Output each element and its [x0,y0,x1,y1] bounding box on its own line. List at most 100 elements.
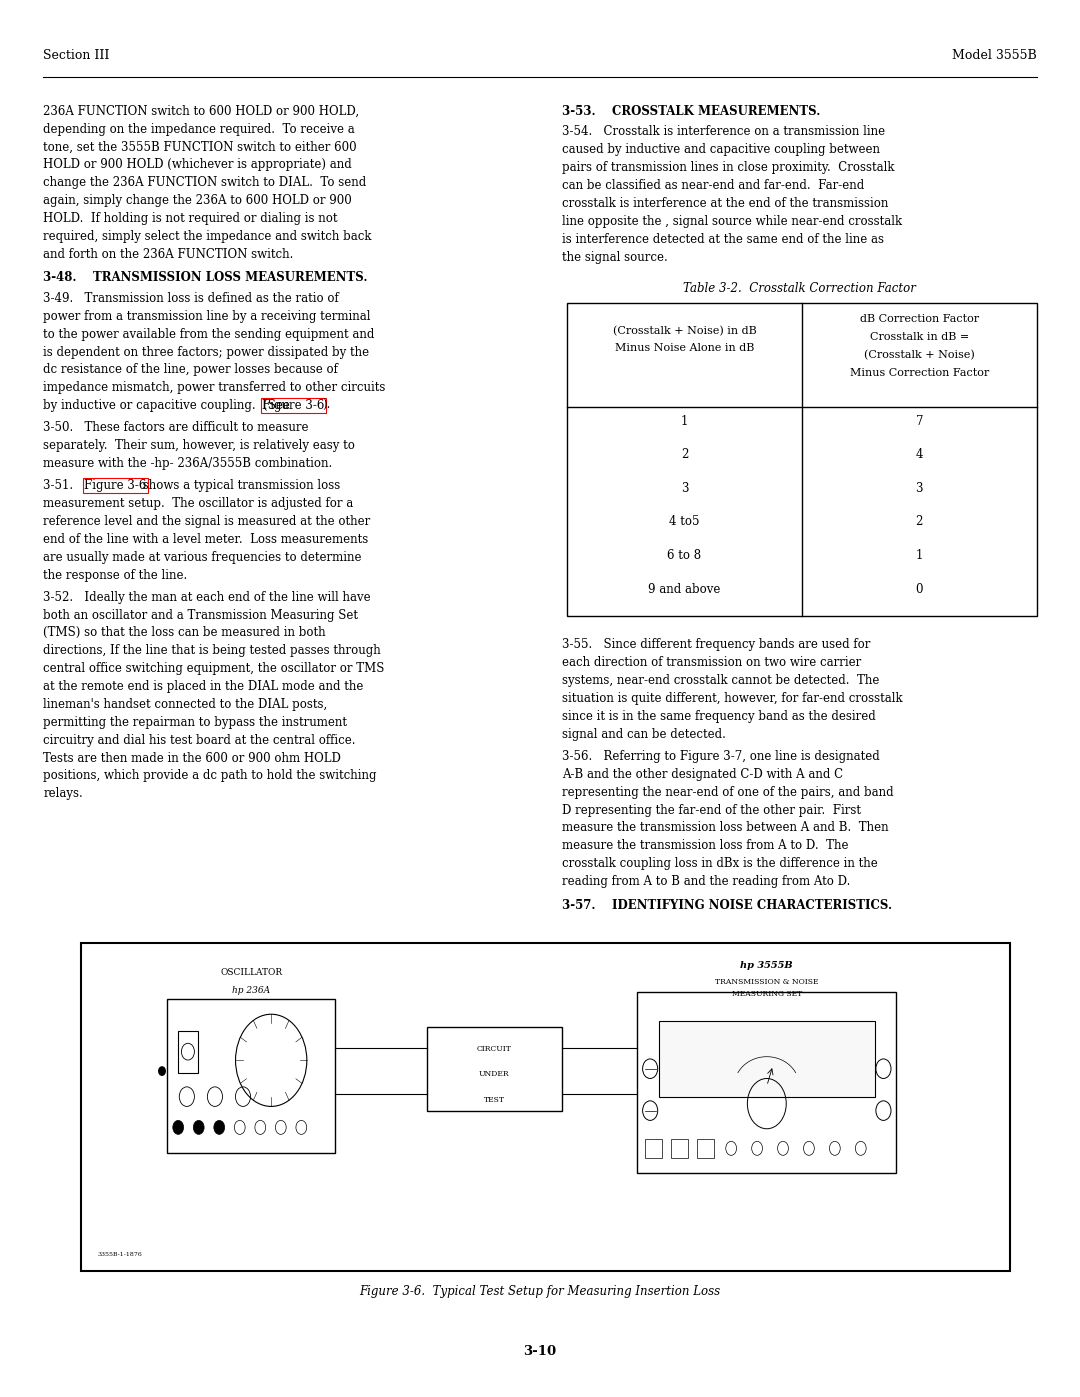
Text: Tests are then made in the 600 or 900 ohm HOLD: Tests are then made in the 600 or 900 oh… [43,752,341,764]
Text: separately.  Their sum, however, is relatively easy to: separately. Their sum, however, is relat… [43,439,355,453]
Text: Table 3-2.  Crosstalk Correction Factor: Table 3-2. Crosstalk Correction Factor [683,282,916,296]
Text: 3-53.: 3-53. [562,105,608,117]
Text: pairs of transmission lines in close proximity.  Crosstalk: pairs of transmission lines in close pro… [562,161,894,175]
Text: change the 236A FUNCTION switch to DIAL.  To send: change the 236A FUNCTION switch to DIAL.… [43,176,366,190]
Text: 236A FUNCTION switch to 600 HOLD or 900 HOLD,: 236A FUNCTION switch to 600 HOLD or 900 … [43,105,360,117]
Text: (TMS) so that the loss can be measured in both: (TMS) so that the loss can be measured i… [43,626,326,640]
Text: 3: 3 [680,482,688,495]
Bar [645,1139,662,1158]
Text: 3-57.: 3-57. [562,898,607,912]
Text: Figure 3-6.  Typical Test Setup for Measuring Insertion Loss: Figure 3-6. Typical Test Setup for Measu… [360,1285,720,1298]
Bar [671,1139,688,1158]
Text: 3-54.   Crosstalk is interference on a transmission line: 3-54. Crosstalk is interference on a tra… [562,126,885,138]
Text: HOLD or 900 HOLD (whichever is appropriate) and: HOLD or 900 HOLD (whichever is appropria… [43,158,352,172]
Bar [567,303,1037,616]
Text: MEASURING SET: MEASURING SET [731,990,802,999]
Text: Figure 3-6: Figure 3-6 [262,400,325,412]
Text: to the power available from the sending equipment and: to the power available from the sending … [43,328,375,341]
Text: 1: 1 [680,415,688,427]
Text: directions, If the line that is being tested passes through: directions, If the line that is being te… [43,644,381,658]
Text: measure the transmission loss between A and B.  Then: measure the transmission loss between A … [562,821,888,834]
Text: required, simply select the impedance and switch back: required, simply select the impedance an… [43,231,372,243]
Text: both an oscillator and a Transmission Measuring Set: both an oscillator and a Transmission Me… [43,609,359,622]
Text: crosstalk coupling loss in dBx is the difference in the: crosstalk coupling loss in dBx is the di… [562,858,877,870]
Text: IDENTIFYING NOISE CHARACTERISTICS.: IDENTIFYING NOISE CHARACTERISTICS. [612,898,892,912]
Text: 3355B-1-1876: 3355B-1-1876 [97,1252,141,1257]
Text: positions, which provide a dc path to hold the switching: positions, which provide a dc path to ho… [43,770,377,782]
Text: line opposite the , signal source while near-end crosstalk: line opposite the , signal source while … [562,215,902,228]
Text: relays.: relays. [43,788,83,800]
Text: 3-10: 3-10 [524,1345,556,1358]
Text: 3: 3 [916,482,923,495]
Circle shape [159,1067,165,1076]
Text: 0: 0 [916,583,923,595]
Text: measurement setup.  The oscillator is adjusted for a: measurement setup. The oscillator is adj… [43,497,353,510]
Text: by inductive or capacitive coupling.  (See: by inductive or capacitive coupling. (Se… [43,400,294,412]
Text: 2: 2 [916,515,923,528]
Text: circuitry and dial his test board at the central office.: circuitry and dial his test board at the… [43,733,355,747]
Circle shape [214,1120,225,1134]
Text: CIRCUIT: CIRCUIT [476,1045,512,1053]
Text: end of the line with a level meter.  Loss measurements: end of the line with a level meter. Loss… [43,532,368,546]
Text: and forth on the 236A FUNCTION switch.: and forth on the 236A FUNCTION switch. [43,247,294,261]
Text: D representing the far-end of the other pair.  First: D representing the far-end of the other … [562,803,861,817]
Text: Minus Noise Alone in dB: Minus Noise Alone in dB [615,344,754,353]
Text: the signal source.: the signal source. [562,250,667,264]
Text: signal and can be detected.: signal and can be detected. [562,728,726,740]
Text: 7: 7 [916,415,923,427]
Circle shape [173,1120,184,1134]
Text: reference level and the signal is measured at the other: reference level and the signal is measur… [43,515,370,528]
Text: power from a transmission line by a receiving terminal: power from a transmission line by a rece… [43,310,370,323]
Text: TEST: TEST [484,1095,504,1104]
Text: 9 and above: 9 and above [648,583,720,595]
Text: tone, set the 3555B FUNCTION switch to either 600: tone, set the 3555B FUNCTION switch to e… [43,141,356,154]
Text: can be classified as near-end and far-end.  Far-end: can be classified as near-end and far-en… [562,179,864,193]
Text: systems, near-end crosstalk cannot be detected.  The: systems, near-end crosstalk cannot be de… [562,675,879,687]
Text: Minus Correction Factor: Minus Correction Factor [850,367,989,379]
Text: Model 3555B: Model 3555B [953,49,1037,61]
Text: is interference detected at the same end of the line as: is interference detected at the same end… [562,233,883,246]
Text: TRANSMISSION & NOISE: TRANSMISSION & NOISE [715,978,819,986]
Text: UNDER: UNDER [478,1070,510,1078]
Text: 4: 4 [916,448,923,461]
Text: since it is in the same frequency band as the desired: since it is in the same frequency band a… [562,710,876,724]
Text: impedance mismatch, power transferred to other circuits: impedance mismatch, power transferred to… [43,381,386,394]
Text: representing the near-end of one of the pairs, and band: representing the near-end of one of the … [562,785,893,799]
Bar [637,992,896,1173]
Text: situation is quite different, however, for far-end crosstalk: situation is quite different, however, f… [562,692,902,705]
Text: measure with the -hp- 236A/3555B combination.: measure with the -hp- 236A/3555B combina… [43,457,333,471]
Text: are usually made at various frequencies to determine: are usually made at various frequencies … [43,550,362,564]
Bar [178,1031,198,1073]
Bar [427,1027,562,1111]
Text: dB Correction Factor: dB Correction Factor [860,314,978,324]
Text: CROSSTALK MEASUREMENTS.: CROSSTALK MEASUREMENTS. [612,105,821,117]
Text: 3-48.    TRANSMISSION LOSS MEASUREMENTS.: 3-48. TRANSMISSION LOSS MEASUREMENTS. [43,271,367,285]
Text: hp 3555B: hp 3555B [741,961,793,970]
Text: HOLD.  If holding is not required or dialing is not: HOLD. If holding is not required or dial… [43,212,338,225]
Text: Figure 3-6: Figure 3-6 [84,479,147,492]
Text: OSCILLATOR: OSCILLATOR [220,968,282,977]
Text: reading from A to B and the reading from Ato D.: reading from A to B and the reading from… [562,875,850,888]
Text: lineman's handset connected to the DIAL posts,: lineman's handset connected to the DIAL … [43,698,327,711]
Text: 1: 1 [916,549,923,562]
Text: again, simply change the 236A to 600 HOLD or 900: again, simply change the 236A to 600 HOL… [43,194,352,207]
Text: Section III: Section III [43,49,109,61]
Text: ).: ). [322,400,330,412]
Text: permitting the repairman to bypass the instrument: permitting the repairman to bypass the i… [43,715,347,729]
Text: the response of the line.: the response of the line. [43,569,188,581]
Text: (Crosstalk + Noise) in dB: (Crosstalk + Noise) in dB [612,326,756,335]
Text: 6 to 8: 6 to 8 [667,549,702,562]
Text: hp 236A: hp 236A [232,986,270,995]
Text: at the remote end is placed in the DIAL mode and the: at the remote end is placed in the DIAL … [43,680,364,693]
Bar [167,999,335,1153]
Text: Crosstalk in dB =: Crosstalk in dB = [869,332,969,342]
Text: shows a typical transmission loss: shows a typical transmission loss [139,479,340,492]
Text: 3-51.: 3-51. [43,479,84,492]
Bar [697,1139,714,1158]
Text: depending on the impedance required.  To receive a: depending on the impedance required. To … [43,123,355,136]
Bar [81,943,1010,1271]
Text: 3-52.   Ideally the man at each end of the line will have: 3-52. Ideally the man at each end of the… [43,591,370,604]
Text: central office switching equipment, the oscillator or TMS: central office switching equipment, the … [43,662,384,675]
Text: crosstalk is interference at the end of the transmission: crosstalk is interference at the end of … [562,197,888,210]
Text: is dependent on three factors; power dissipated by the: is dependent on three factors; power dis… [43,345,369,359]
